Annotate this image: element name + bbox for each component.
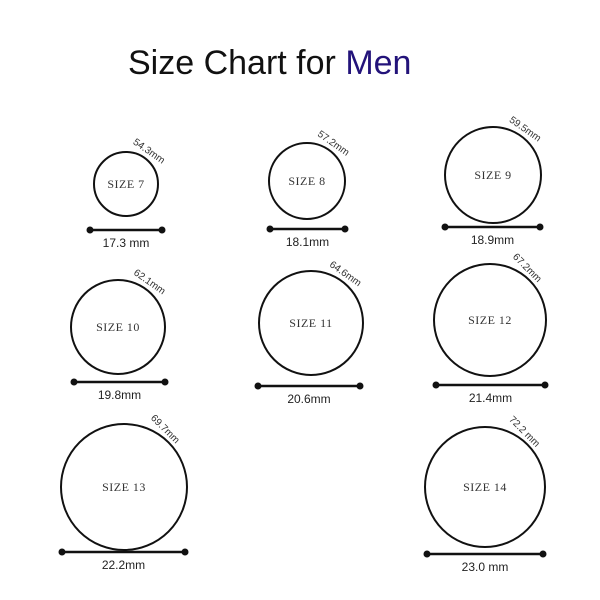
diameter-endpoint [536, 223, 544, 231]
size-label: SIZE 14 [463, 480, 507, 494]
diameter-label: 20.6mm [287, 392, 330, 406]
size-label: SIZE 12 [468, 313, 512, 327]
title-accent: Men [345, 44, 412, 82]
ring-circle [433, 263, 547, 377]
diameter-label: 18.1mm [286, 235, 329, 249]
diameter-endpoint [254, 382, 262, 390]
diameter-endpoint [541, 381, 549, 389]
ring-circle [444, 126, 542, 224]
diameter-label: 23.0 mm [462, 560, 509, 574]
size-label: SIZE 9 [474, 168, 511, 182]
diameter-label: 18.9mm [471, 233, 514, 247]
diameter-endpoint [158, 226, 166, 234]
circumference-label: 72.2 mm [506, 414, 541, 449]
ring-circle [70, 279, 166, 375]
circumference-label: 67.2mm [510, 252, 543, 285]
diameter-label: 17.3 mm [103, 236, 150, 250]
diameter-endpoint [181, 548, 189, 556]
diameter-endpoint [266, 225, 274, 233]
diameter-endpoint [86, 226, 94, 234]
page-title: Size Chart for Men [128, 44, 411, 83]
diameter-label: 21.4mm [469, 391, 512, 405]
ring-circle [93, 151, 159, 217]
diameter-label: 22.2mm [102, 558, 145, 572]
diameter-endpoint [341, 225, 349, 233]
title-text: Size Chart for [128, 44, 346, 82]
diameter-endpoint [58, 548, 66, 556]
size-label: SIZE 8 [288, 174, 325, 188]
ring-circle [258, 270, 364, 376]
diameter-endpoint [441, 223, 449, 231]
diameter-endpoint [161, 378, 169, 386]
ring-circle [424, 426, 546, 548]
ring-size-13: SIZE 13 69.7mm 22.2mm [58, 413, 189, 572]
ring-circle [60, 423, 188, 551]
diameter-endpoint [356, 382, 364, 390]
size-label: SIZE 13 [102, 480, 146, 494]
ring-size-14: SIZE 14 72.2 mm 23.0 mm [423, 414, 547, 574]
ring-size-12: SIZE 12 67.2mm 21.4mm [432, 252, 549, 405]
diameter-label: 19.8mm [98, 388, 141, 402]
size-label: SIZE 10 [96, 320, 140, 334]
size-label: SIZE 11 [289, 316, 332, 330]
diameter-endpoint [423, 550, 431, 558]
diameter-endpoint [70, 378, 78, 386]
ring-circle [268, 142, 346, 220]
diameter-endpoint [432, 381, 440, 389]
diameter-endpoint [539, 550, 547, 558]
circumference-label: 69.7mm [148, 413, 181, 446]
size-label: SIZE 7 [107, 177, 144, 191]
